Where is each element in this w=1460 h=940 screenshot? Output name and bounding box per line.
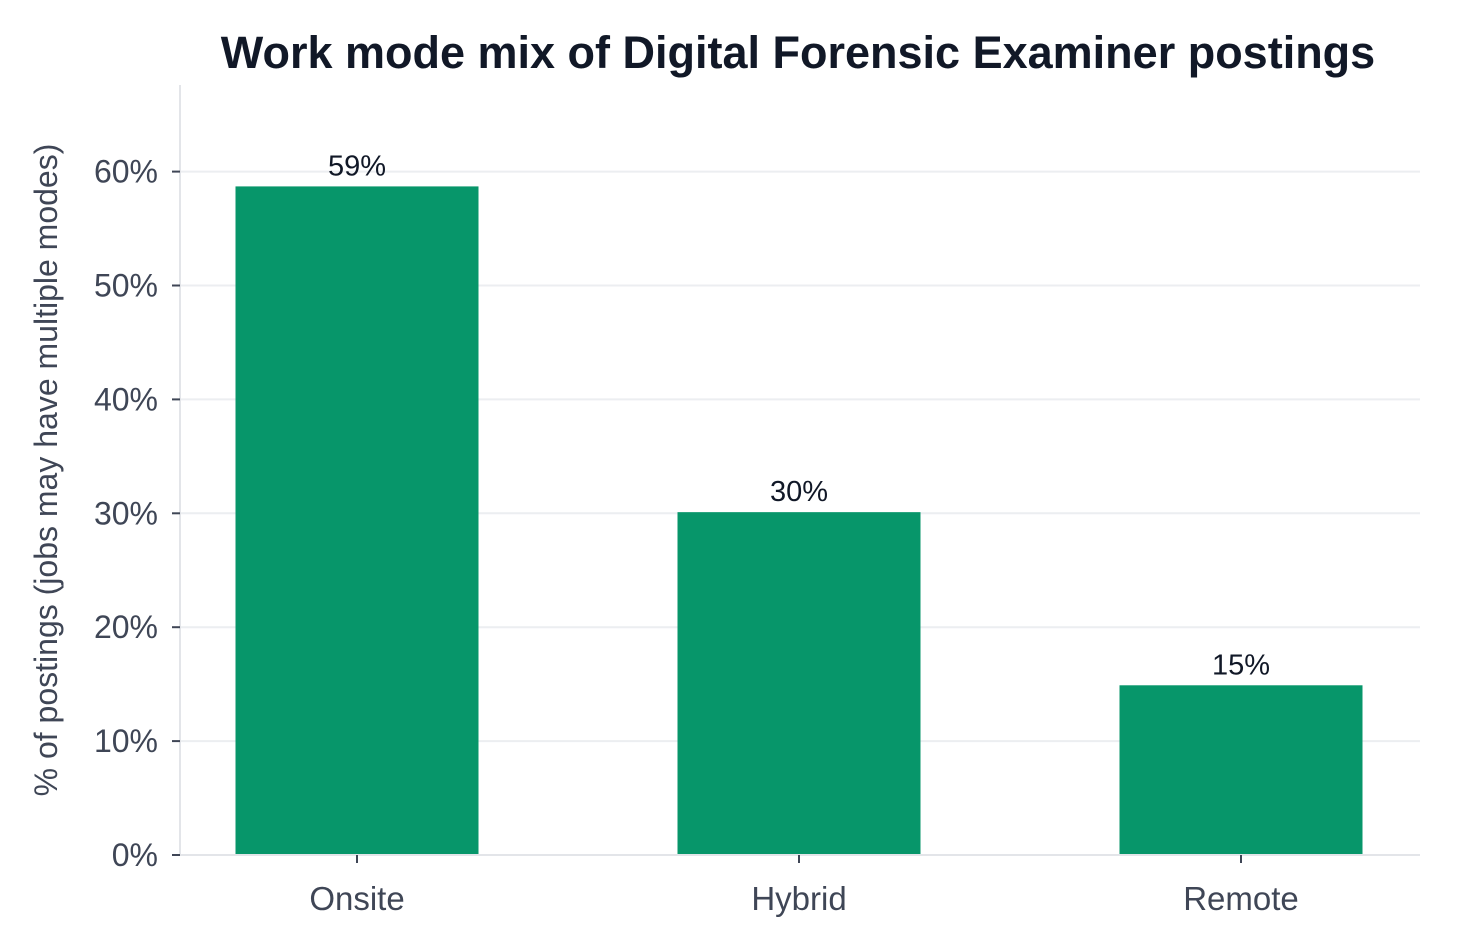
- y-tick-label-50: 50%: [94, 268, 158, 304]
- y-tick-label-40: 40%: [94, 381, 158, 417]
- x-tick-label-onsite: Onsite: [309, 880, 404, 917]
- bars: [235, 186, 1363, 856]
- bar-remote: [1119, 685, 1363, 855]
- y-tick-label-30: 30%: [94, 495, 158, 531]
- x-tick-label-hybrid: Hybrid: [751, 880, 846, 917]
- data-label-hybrid: 30%: [770, 476, 828, 508]
- data-label-onsite: 59%: [328, 150, 386, 182]
- data-label-remote: 15%: [1212, 649, 1270, 681]
- bar-hybrid: [677, 512, 921, 855]
- y-axis-label: % of postings (jobs may have multiple mo…: [28, 144, 64, 797]
- tick-labels: 0% 10% 20% 30% 40% 50% 60% Onsite Hybrid Remote: [94, 154, 1299, 917]
- bar-onsite: [235, 186, 479, 856]
- y-tick-label-20: 20%: [94, 609, 158, 645]
- x-tick-label-remote: Remote: [1183, 880, 1299, 917]
- y-tick-label-60: 60%: [94, 154, 158, 190]
- y-tick-label-0: 0%: [112, 837, 158, 873]
- chart-title: Work mode mix of Digital Forensic Examin…: [221, 27, 1375, 78]
- data-labels: 59% 30% 15%: [328, 150, 1270, 681]
- y-tick-label-10: 10%: [94, 723, 158, 759]
